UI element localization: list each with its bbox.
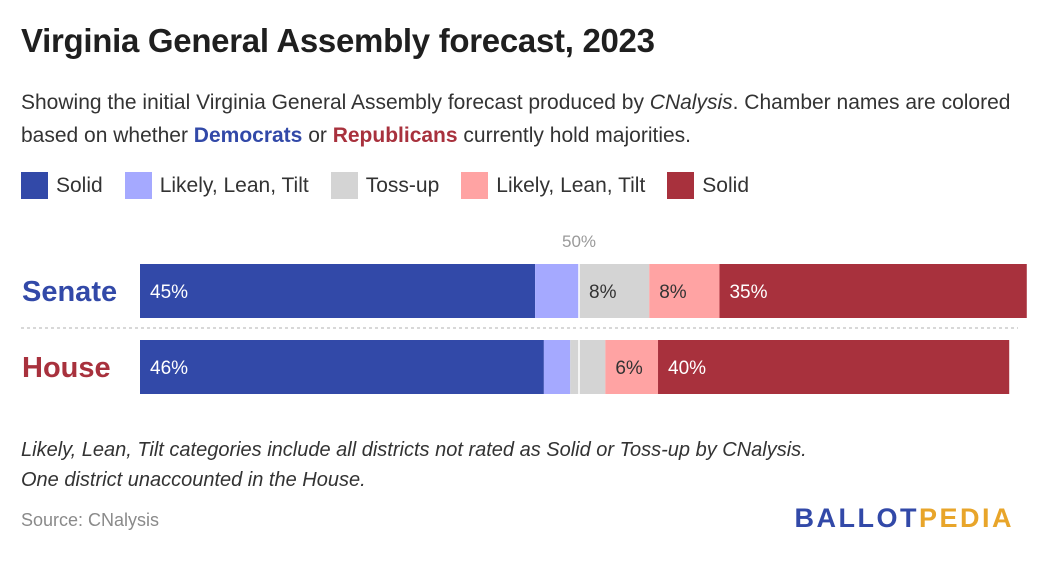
legend-swatch-rep-solid [667, 172, 695, 199]
bar-segment-senate-3 [649, 264, 720, 318]
legend-item-rep-solid: Solid [667, 172, 749, 199]
bar-segment-senate-4 [719, 264, 1027, 318]
legend-swatch-tossup [330, 172, 358, 199]
category-label-house: House [22, 352, 111, 384]
bar-label-senate-0: 45% [150, 282, 188, 303]
bar-segment-senate-0 [140, 264, 536, 318]
chart-note-line-1: Likely, Lean, Tilt categories include al… [21, 439, 807, 461]
chart-subtitle: Showing the initial Virginia General Ass… [21, 86, 1026, 152]
category-label-senate: Senate [22, 276, 117, 308]
subtitle-democrats: Democrats [193, 124, 303, 147]
bar-label-senate-2: 8% [589, 282, 617, 303]
bar-segment-senate-2 [579, 264, 650, 318]
logo-pedia: PEDIA [918, 503, 1014, 533]
legend-item-tossup: Toss-up [330, 172, 440, 199]
bar-label-house-3: 6% [615, 358, 643, 379]
bar-label-senate-3: 8% [659, 282, 687, 303]
legend-label-tossup: Toss-up [365, 173, 440, 197]
legend-label-rep-solid: Solid [702, 173, 749, 197]
legend-swatch-dem-lean [124, 172, 152, 199]
subtitle-text-4: currently hold majorities. [457, 124, 691, 147]
legend-swatch-rep-lean [461, 172, 489, 199]
legend-label-dem-solid: Solid [56, 173, 103, 197]
chart-title: Virginia General Assembly forecast, 2023 [21, 22, 655, 59]
legend-label-rep-lean: Likely, Lean, Tilt [496, 173, 646, 197]
chart-note: Likely, Lean, Tilt categories include al… [21, 435, 807, 495]
bar-segment-house-0 [140, 340, 544, 394]
source-credit: Source: CNalysis [21, 510, 160, 530]
ballotpedia-logo: BALLOTPEDIA [794, 503, 1014, 534]
bar-label-house-0: 46% [150, 358, 188, 379]
legend-item-rep-lean: Likely, Lean, Tilt [461, 172, 645, 199]
subtitle-republicans: Republicans [332, 124, 458, 147]
subtitle-text-3: or [302, 124, 333, 147]
subtitle-text-1: Showing the initial Virginia General Ass… [21, 91, 650, 114]
bar-segment-senate-1 [535, 264, 579, 318]
logo-ballot: BALLOT [794, 503, 919, 533]
legend-item-dem-lean: Likely, Lean, Tilt [124, 172, 309, 199]
legend-item-dem-solid: Solid [21, 172, 103, 199]
bar-segment-house-1 [543, 340, 571, 394]
midline-label: 50% [562, 232, 596, 251]
bar-label-house-4: 40% [668, 358, 706, 379]
stacked-bar-chart: 50% Senate 45% 8% 8% 35% House 46% 6% 40% [21, 232, 1027, 396]
bar-segment-house-2 [570, 340, 606, 394]
subtitle-text-2: . Chamber names are colored based on whe… [21, 91, 1011, 147]
chart-note-line-2: One district unaccounted in the House. [21, 469, 366, 491]
legend-swatch-dem-solid [21, 172, 48, 199]
bar-label-senate-4: 35% [729, 282, 767, 303]
chart-legend: Solid Likely, Lean, Tilt Toss-up Likely,… [21, 172, 771, 199]
bar-segment-house-3 [605, 340, 659, 394]
bar-segment-house-4 [658, 340, 1010, 394]
legend-label-dem-lean: Likely, Lean, Tilt [159, 173, 309, 197]
subtitle-source-name: CNalysis [649, 91, 733, 114]
